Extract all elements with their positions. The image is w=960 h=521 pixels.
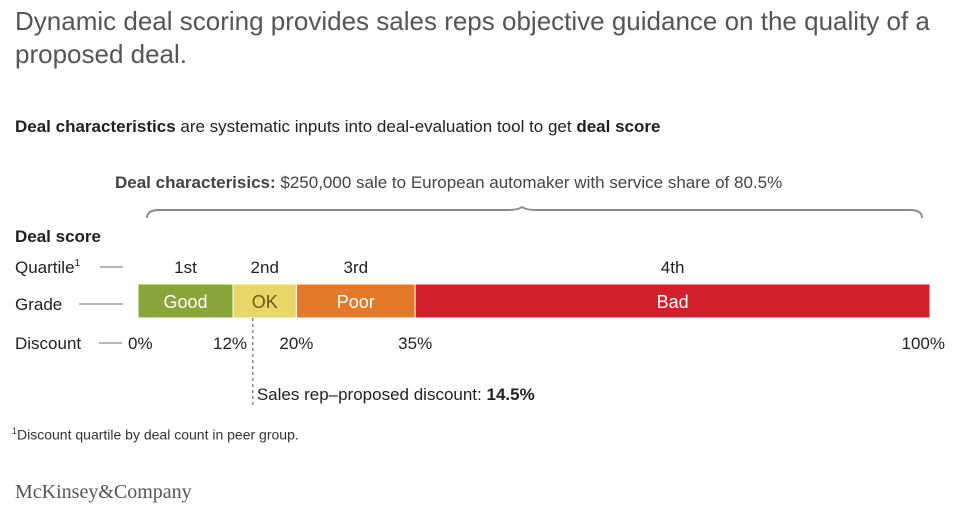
discount-ticks: 0% 12% 20% 35% 100% xyxy=(128,334,945,353)
grade-label-poor: Poor xyxy=(337,292,375,312)
discount-tick-35: 35% xyxy=(398,334,432,353)
quartile-label-4th: 4th xyxy=(661,258,685,277)
discount-tick-100: 100% xyxy=(902,334,945,353)
grade-label: Grade xyxy=(15,295,62,314)
quartile-label-2nd: 2nd xyxy=(251,258,279,277)
footnote-marker: 1 xyxy=(12,426,18,436)
grade-bar-bad xyxy=(414,283,931,319)
footnote-text: Discount quartile by deal count in peer … xyxy=(17,426,299,443)
quartile-footnote-marker: 1 xyxy=(75,258,81,269)
grade-bar-ok xyxy=(232,283,297,319)
grade-label-ok: OK xyxy=(252,292,278,312)
deal-characteristics-brace xyxy=(146,205,923,219)
proposed-discount-label: Sales rep–proposed discount: xyxy=(257,385,487,404)
mckinsey-logo: McKinsey&Company xyxy=(15,481,192,503)
quartile-label-1st: 1st xyxy=(174,258,197,277)
deal-characteristics-text: $250,000 sale to European automaker with… xyxy=(275,173,783,192)
deal-characteristics-label: Deal characterisics: xyxy=(115,173,276,192)
footnote: 1Discount quartile by deal count in peer… xyxy=(12,426,299,443)
discount-label: Discount xyxy=(15,334,81,353)
subtitle-bold-deal-score: deal score xyxy=(576,117,661,136)
discount-tick-20: 20% xyxy=(279,334,313,353)
grade-bar-good xyxy=(137,283,234,319)
deal-score-chart: Deal score Quartile1 Grade Discount Good… xyxy=(15,205,945,406)
subtitle-text: are systematic inputs into deal-evaluati… xyxy=(175,117,577,136)
grade-segments: Good 1st OK 2nd Poor 3rd Bad 4th xyxy=(137,258,931,319)
discount-tick-12: 12% xyxy=(213,334,247,353)
discount-tick-0: 0% xyxy=(128,334,153,353)
subtitle-bold-deal-characteristics: Deal characteristics xyxy=(15,117,176,136)
chart-subtitle: Deal characteristics are systematic inpu… xyxy=(15,117,660,137)
chart-title: Dynamic deal scoring provides sales reps… xyxy=(15,6,930,69)
grade-bar-poor xyxy=(295,283,416,319)
deal-characteristics-line: Deal characterisics: $250,000 sale to Eu… xyxy=(115,173,782,193)
quartile-label: Quartile1 xyxy=(15,258,81,277)
grade-label-good: Good xyxy=(163,292,207,312)
quartile-label-3rd: 3rd xyxy=(344,258,369,277)
proposed-discount-annotation: Sales rep–proposed discount: 14.5% xyxy=(257,385,535,404)
proposed-discount-value: 14.5% xyxy=(486,385,534,404)
quartile-label-text: Quartile xyxy=(15,258,75,277)
grade-label-bad: Bad xyxy=(657,292,689,312)
deal-score-label: Deal score xyxy=(15,227,101,246)
